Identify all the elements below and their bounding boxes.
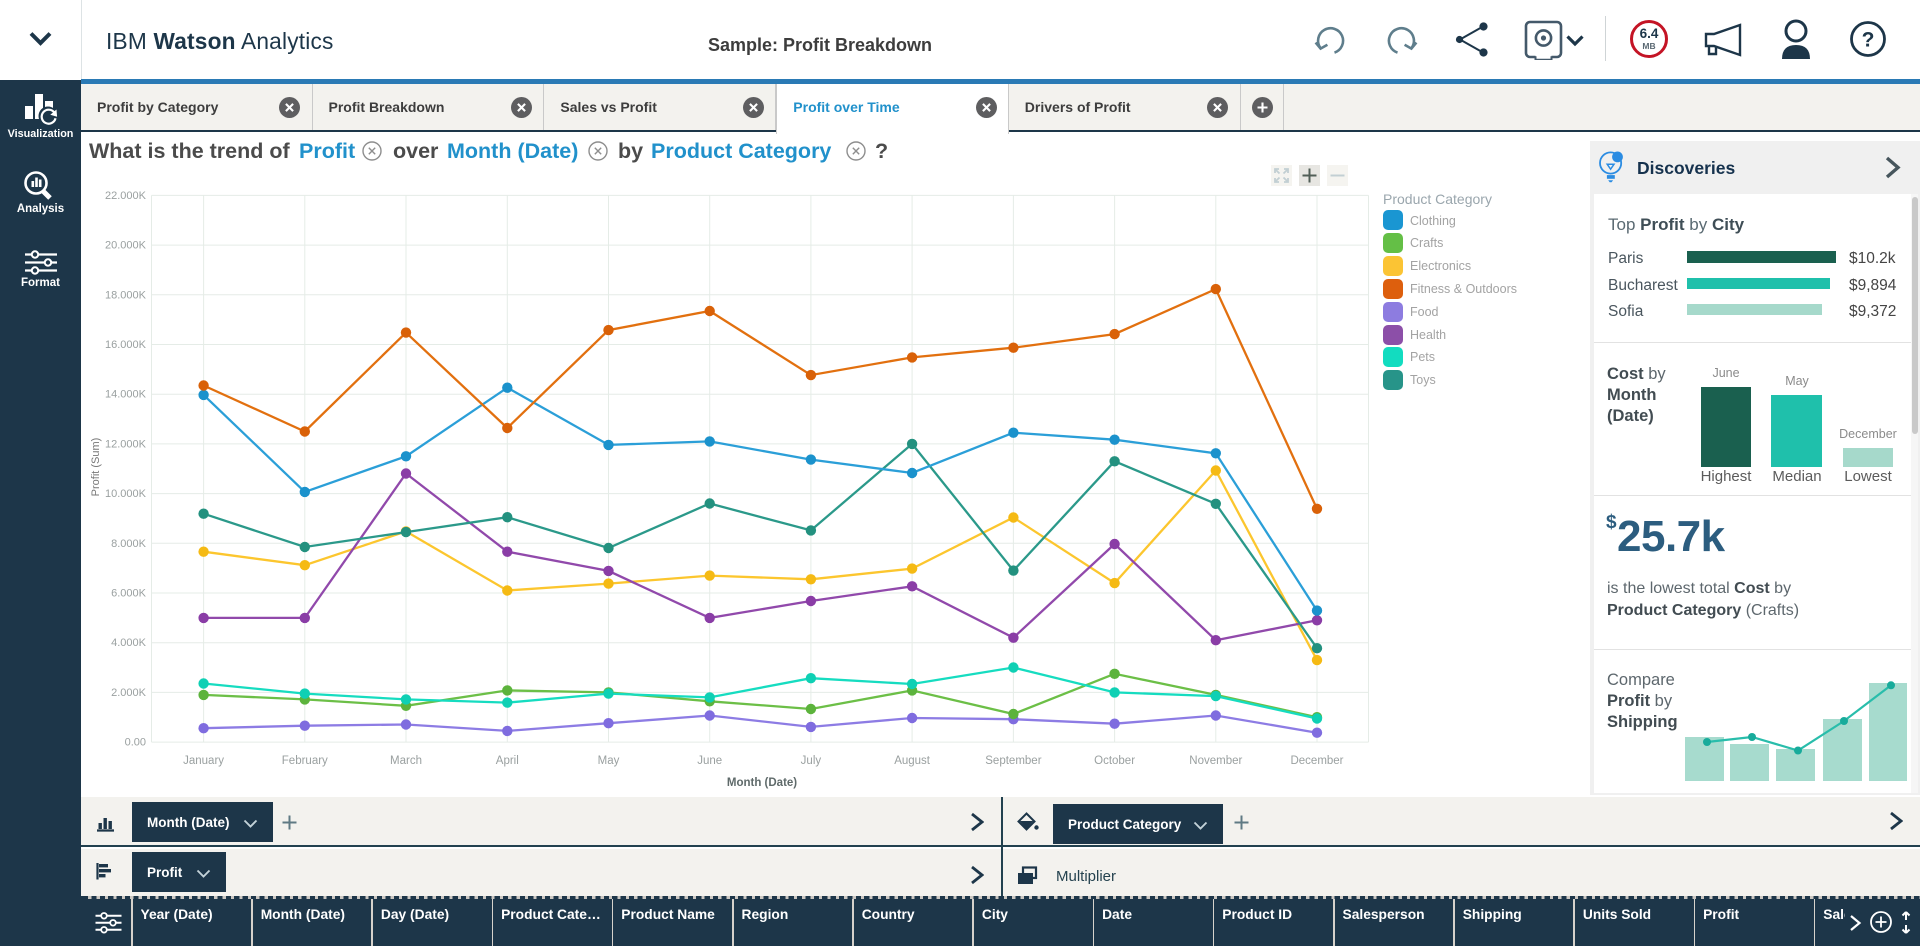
svg-text:?: ? — [1862, 29, 1875, 52]
svg-text:November: November — [1189, 755, 1242, 767]
svg-text:2.000K: 2.000K — [111, 687, 147, 699]
svg-text:August: August — [894, 755, 931, 767]
svg-text:February: February — [282, 755, 328, 767]
svg-text:December: December — [1290, 755, 1343, 767]
svg-text:10.000K: 10.000K — [105, 488, 147, 500]
svg-text:June: June — [697, 755, 722, 767]
svg-text:6.000K: 6.000K — [111, 588, 147, 600]
svg-text:14.000K: 14.000K — [105, 389, 147, 401]
svg-text:22.000K: 22.000K — [105, 190, 147, 202]
svg-text:October: October — [1094, 755, 1135, 767]
svg-text:March: March — [390, 755, 422, 767]
svg-text:January: January — [183, 755, 224, 767]
svg-text:September: September — [985, 755, 1041, 767]
svg-text:18.000K: 18.000K — [105, 289, 147, 301]
svg-text:April: April — [496, 755, 519, 767]
svg-text:4.000K: 4.000K — [111, 637, 147, 649]
svg-text:May: May — [598, 755, 620, 767]
svg-text:16.000K: 16.000K — [105, 339, 147, 351]
svg-text:Profit (Sum): Profit (Sum) — [90, 438, 102, 497]
svg-text:July: July — [801, 755, 822, 767]
svg-text:Month (Date): Month (Date) — [727, 777, 797, 789]
svg-text:12.000K: 12.000K — [105, 438, 147, 450]
svg-text:20.000K: 20.000K — [105, 240, 147, 252]
svg-text:8.000K: 8.000K — [111, 538, 147, 550]
svg-text:0.00: 0.00 — [125, 737, 146, 749]
